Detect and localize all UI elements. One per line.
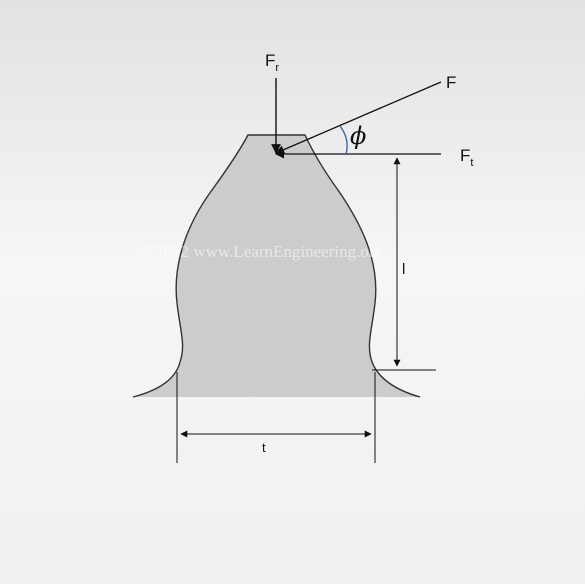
pressure-angle-label: ϕ xyxy=(350,122,366,150)
radial-force-label: Fr xyxy=(265,51,279,74)
tooth-outline xyxy=(132,134,421,398)
thickness-label: t xyxy=(262,440,266,455)
tangential-force-label: Ft xyxy=(460,146,473,169)
gear-tooth xyxy=(133,135,420,397)
watermark-text: © 2012 www.LearnEngineering.org xyxy=(138,242,383,261)
pressure-angle-arc xyxy=(339,125,348,155)
resultant-force-label: F xyxy=(446,73,456,92)
length-label: l xyxy=(402,261,405,278)
resultant-force-arrow xyxy=(275,81,442,154)
